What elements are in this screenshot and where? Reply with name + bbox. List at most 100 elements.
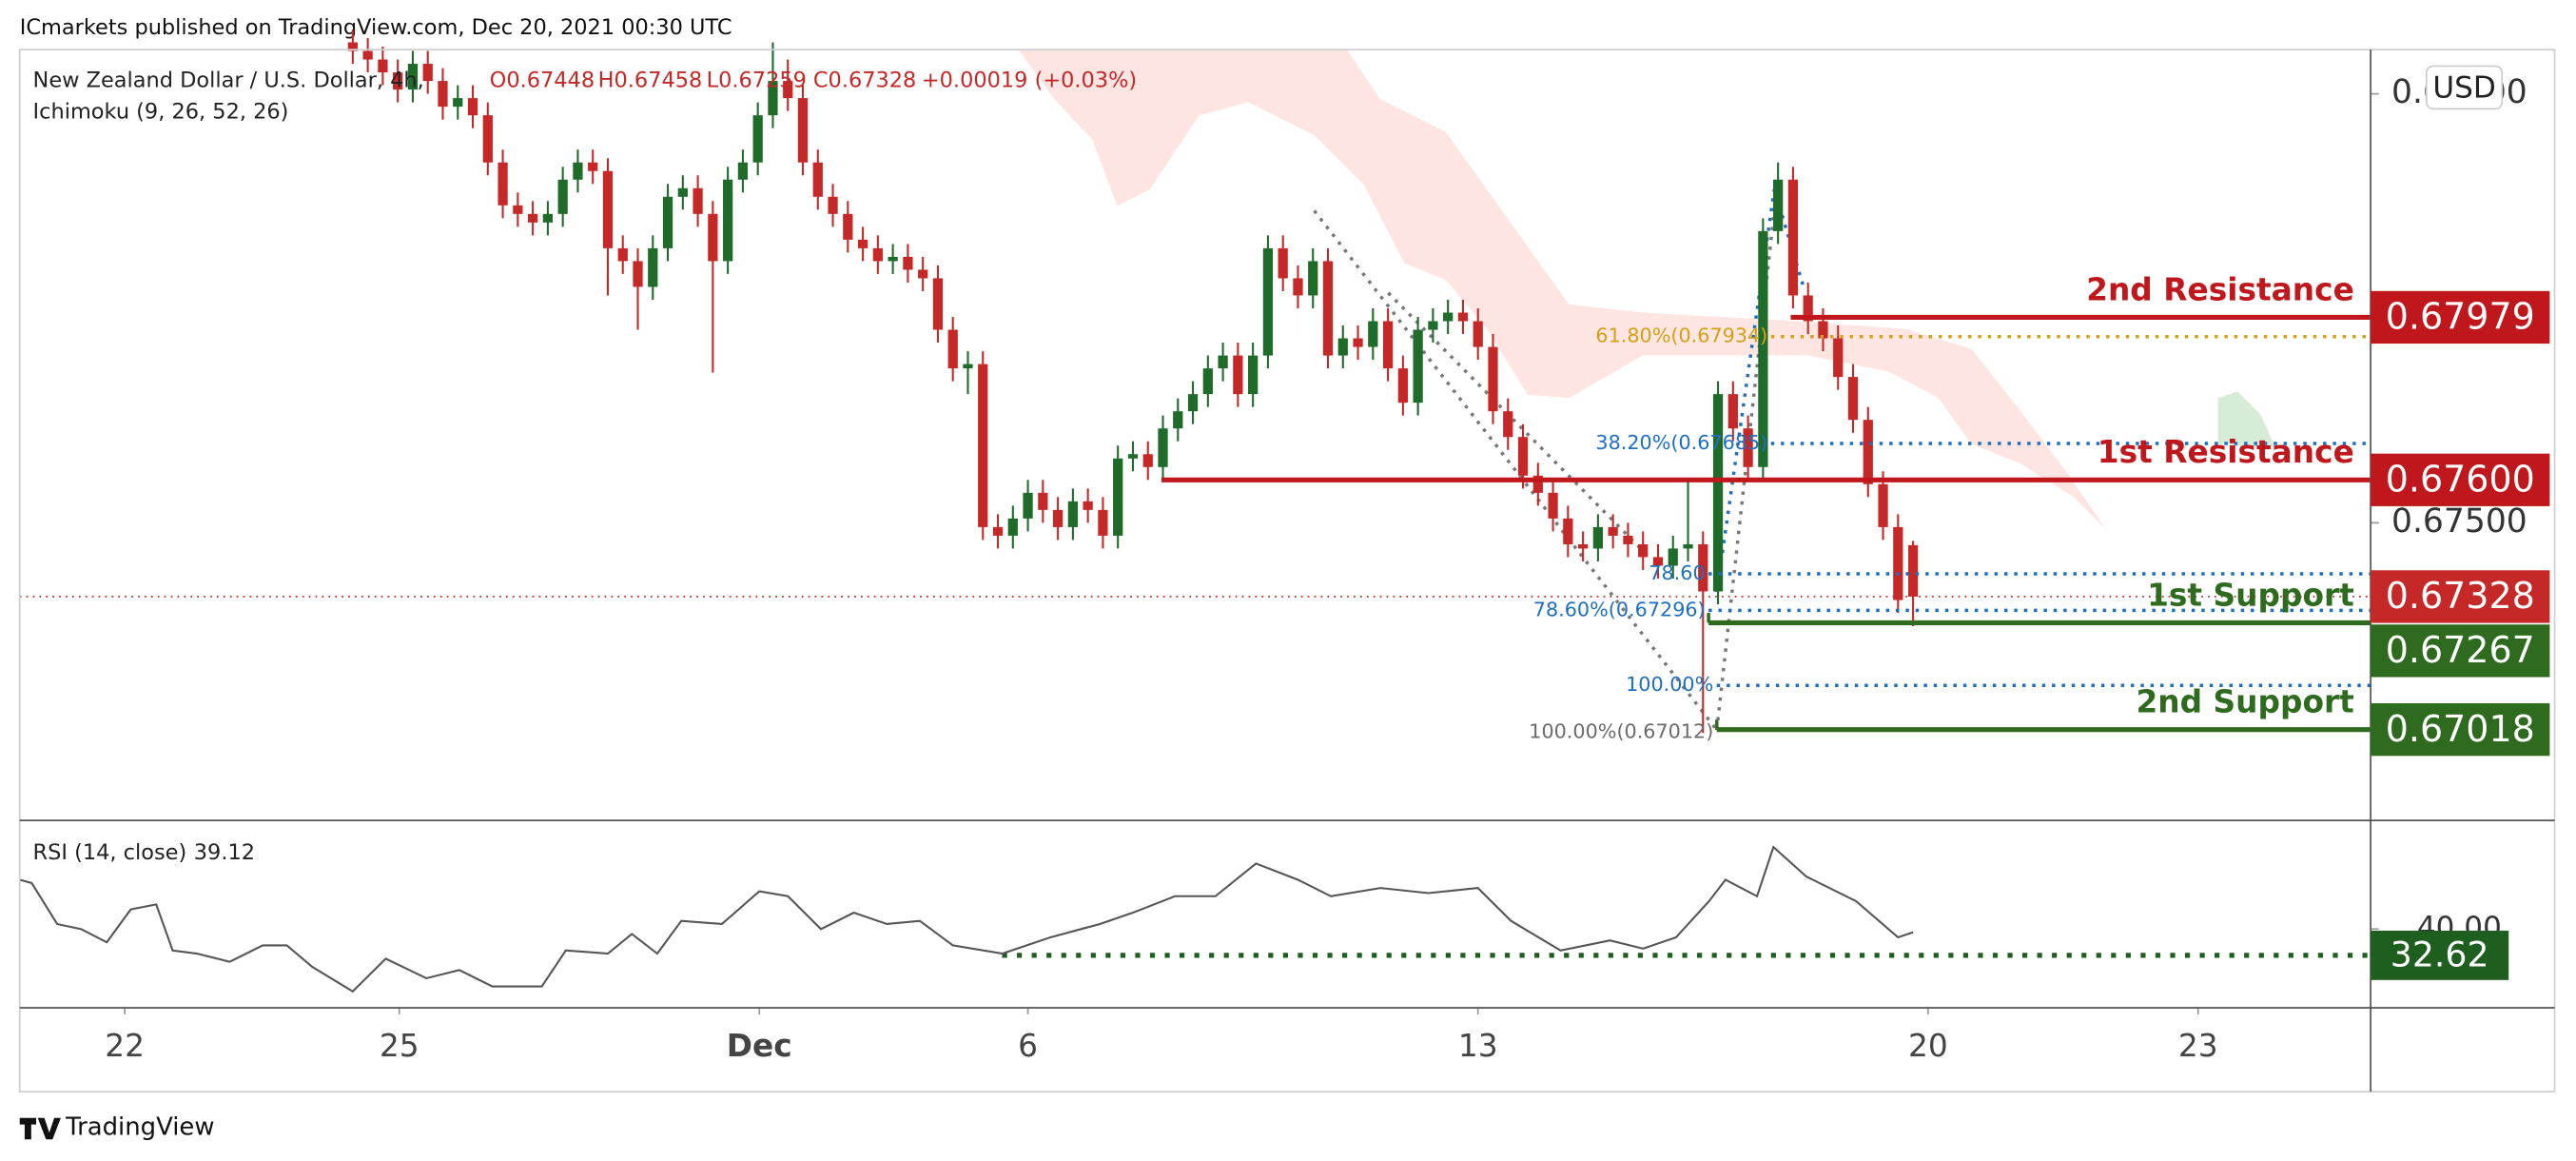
price-box-label: 0.67267 xyxy=(2386,629,2535,671)
x-tick-label: 25 xyxy=(380,1028,420,1064)
candle-body xyxy=(1907,544,1919,597)
price-box xyxy=(2371,624,2550,678)
candle-body xyxy=(498,162,508,206)
candle-body xyxy=(573,162,583,180)
price-box-label: 0.67328 xyxy=(2386,575,2535,617)
candle-body xyxy=(407,64,419,90)
candle-body xyxy=(1773,179,1784,231)
candle-body xyxy=(768,81,778,116)
ohlc-legend: +0.00019 (+0.03%) xyxy=(922,68,1137,92)
candle-body xyxy=(648,247,658,287)
currency: USD xyxy=(2432,71,2495,106)
candle-body xyxy=(1503,411,1513,438)
candle-body xyxy=(1758,230,1768,467)
candle-body xyxy=(1532,475,1543,493)
candle-body xyxy=(963,364,973,369)
candle-body xyxy=(1638,543,1649,558)
candle-body xyxy=(662,196,673,248)
overlay-layer: New Zealand Dollar / U.S. Dollar, 4h, O0.… xyxy=(33,65,2550,980)
candle-body xyxy=(347,42,358,51)
candle-body xyxy=(1322,261,1334,356)
rsi-title: RSI (14, close) xyxy=(33,840,187,865)
candle-body xyxy=(693,187,703,214)
candle-body xyxy=(1548,492,1558,519)
candle-body xyxy=(1683,543,1693,549)
footer: TradingView xyxy=(19,1113,215,1142)
candle-body xyxy=(602,170,614,248)
price-box xyxy=(2371,570,2550,623)
candle-body xyxy=(1608,526,1618,536)
candle-body xyxy=(1893,526,1903,600)
candle-body xyxy=(828,196,838,214)
candle-body xyxy=(843,213,853,240)
publisher: ICmarkets published on TradingView.com, … xyxy=(20,15,732,40)
candle-body xyxy=(1652,557,1664,566)
tv-logo xyxy=(19,1117,61,1140)
candle-body xyxy=(1743,428,1753,467)
ohlc-legend: C0.67328 xyxy=(813,68,916,92)
currency-badge xyxy=(2425,65,2504,110)
x-tick-label: Dec xyxy=(727,1028,792,1064)
candle-body xyxy=(422,64,433,82)
price-box-label: 0.67979 xyxy=(2386,296,2535,338)
cloud-red xyxy=(1018,49,2107,530)
ohlc-legend: O0.67448 xyxy=(490,68,595,92)
candle-body xyxy=(677,187,688,197)
candle-body xyxy=(438,81,448,108)
ohlc-legend: L0.67259 xyxy=(707,68,807,92)
candle-body xyxy=(918,269,928,279)
candle-body xyxy=(1787,179,1799,296)
candle-body xyxy=(362,50,373,60)
candle-body xyxy=(1142,454,1153,467)
candle-body xyxy=(1473,321,1483,347)
rsi-current: 39.12 xyxy=(194,840,255,865)
level-label: 2nd Resistance xyxy=(2086,271,2354,307)
candle-body xyxy=(1038,492,1048,510)
candle-body xyxy=(1878,483,1888,527)
candle-body xyxy=(467,98,478,116)
price-box-label: 0.67018 xyxy=(2386,708,2535,750)
candle-body xyxy=(1218,355,1228,369)
candle-body xyxy=(1457,312,1469,322)
fib-trend-line xyxy=(1313,209,1719,732)
fib-level-label: 61.80%(0.67934) xyxy=(1595,325,1767,347)
level-label: 1st Resistance xyxy=(2098,434,2354,470)
candle-body xyxy=(1443,312,1454,322)
price-box-label: 0.67600 xyxy=(2386,459,2535,501)
candle-body xyxy=(1577,543,1589,549)
candle-body xyxy=(1067,501,1079,527)
fib-level-label: 78.60%(0.67296) xyxy=(1533,598,1706,620)
candle-body xyxy=(1563,518,1573,544)
candle-body xyxy=(1397,368,1408,403)
candle-body xyxy=(1712,394,1724,592)
candle-body xyxy=(482,115,493,163)
level-label: 1st Support xyxy=(2147,577,2354,613)
fib-level-label: 78.60 xyxy=(1649,561,1705,584)
candle-body xyxy=(812,162,823,197)
candle-body xyxy=(978,364,988,527)
candle-body xyxy=(888,256,898,262)
candle-body xyxy=(1517,437,1529,476)
candle-body xyxy=(1098,509,1108,536)
chart-title: New Zealand Dollar / U.S. Dollar, 4h, xyxy=(33,68,424,92)
candle-body xyxy=(1863,420,1873,484)
candle-body xyxy=(1023,492,1033,519)
candle-body xyxy=(1308,261,1318,296)
y-tick-label: 0.67500 xyxy=(2391,502,2527,541)
candle-body xyxy=(453,98,463,108)
candle-body xyxy=(1233,355,1243,395)
fib-level-label: 38.20%(0.67685) xyxy=(1595,431,1767,454)
x-tick-label: 22 xyxy=(105,1028,145,1064)
candle-body xyxy=(1668,548,1678,566)
candle-body xyxy=(1428,321,1438,330)
candle-body xyxy=(557,179,568,214)
indicator-label: Ichimoku (9, 26, 52, 26) xyxy=(33,99,289,124)
candle-body xyxy=(1727,394,1738,429)
candle-body xyxy=(393,72,403,90)
candle-body xyxy=(1368,321,1378,347)
candle-body xyxy=(1113,458,1123,536)
candle-body xyxy=(932,278,944,330)
price-box-label: 32.62 xyxy=(2391,935,2489,975)
candle-body xyxy=(1382,321,1394,369)
candle-body xyxy=(1248,355,1259,395)
